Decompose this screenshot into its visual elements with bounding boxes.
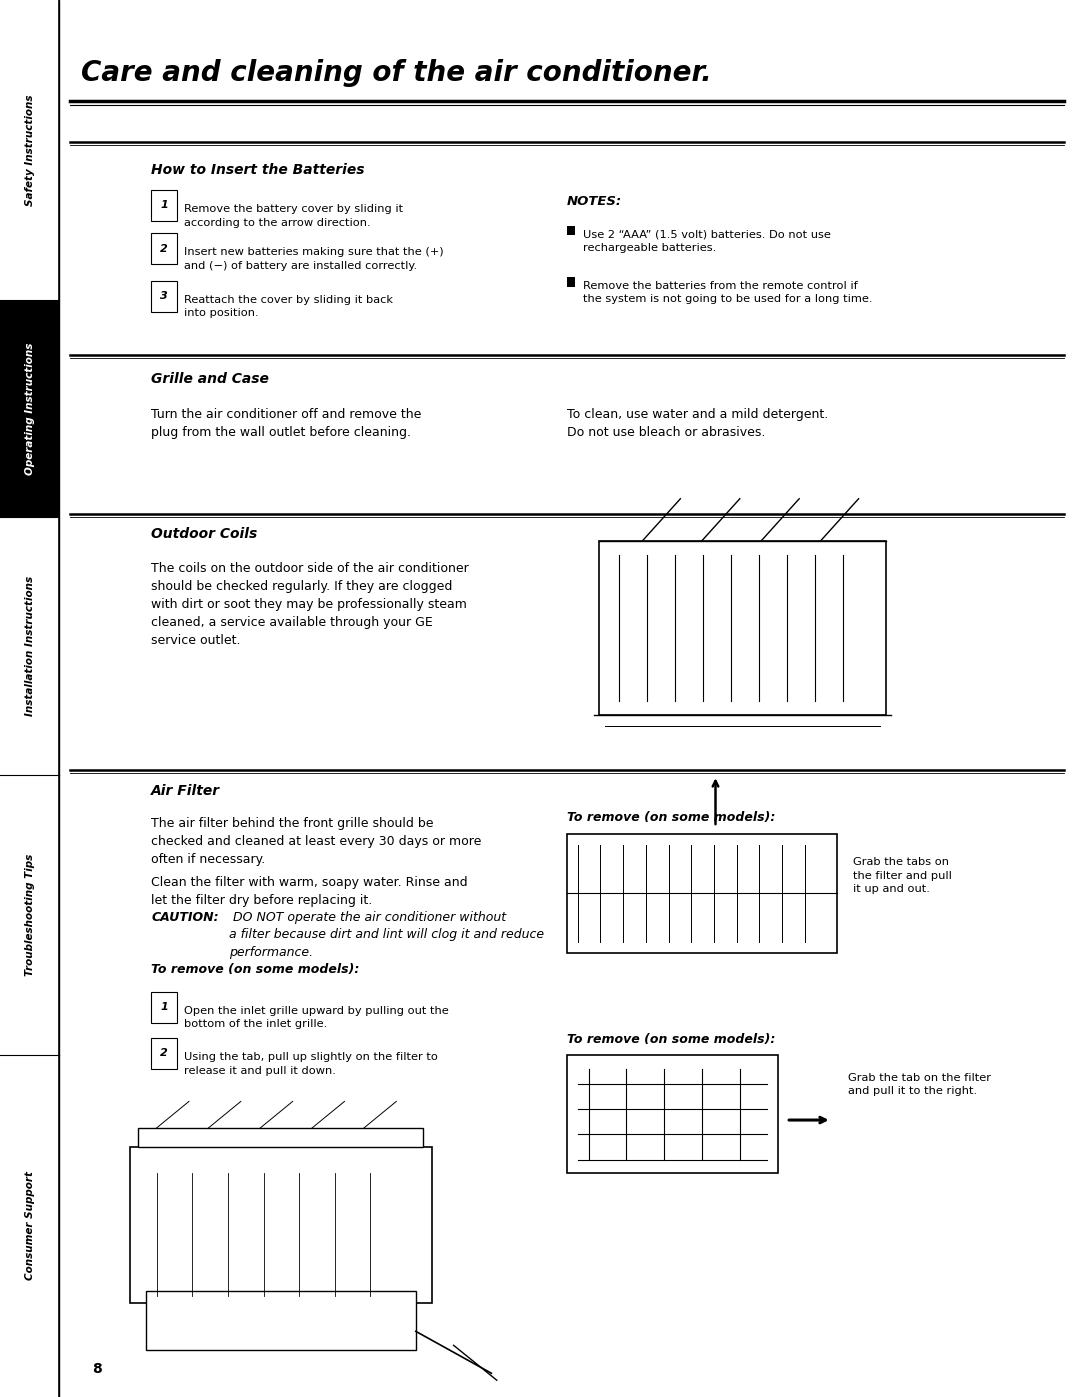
Text: Air Filter: Air Filter — [151, 784, 220, 798]
Text: Installation Instructions: Installation Instructions — [25, 576, 35, 717]
Text: Care and cleaning of the air conditioner.: Care and cleaning of the air conditioner… — [81, 59, 712, 87]
Text: Using the tab, pull up slightly on the filter to
release it and pull it down.: Using the tab, pull up slightly on the f… — [184, 1052, 437, 1076]
Text: Insert new batteries making sure that the (+)
and (−) of battery are installed c: Insert new batteries making sure that th… — [184, 247, 443, 271]
Text: How to Insert the Batteries: How to Insert the Batteries — [151, 163, 365, 177]
Bar — [151, 281, 177, 312]
Text: CAUTION:: CAUTION: — [151, 911, 219, 923]
Text: 1: 1 — [160, 200, 168, 211]
Bar — [0, 0, 59, 1397]
Bar — [0, 300, 59, 517]
Text: Consumer Support: Consumer Support — [25, 1171, 35, 1281]
Text: The air filter behind the front grille should be
checked and cleaned at least ev: The air filter behind the front grille s… — [151, 817, 482, 866]
Text: Open the inlet grille upward by pulling out the
bottom of the inlet grille.: Open the inlet grille upward by pulling … — [184, 1006, 448, 1030]
Text: To remove (on some models):: To remove (on some models): — [567, 1032, 775, 1046]
Bar — [151, 1038, 177, 1069]
Bar — [599, 541, 886, 715]
Text: 8: 8 — [92, 1362, 102, 1376]
Bar — [0, 517, 59, 775]
Text: Grille and Case: Grille and Case — [151, 372, 269, 386]
Bar — [567, 1055, 778, 1173]
Bar — [0, 0, 59, 300]
Text: 2: 2 — [160, 243, 168, 254]
Text: Remove the battery cover by sliding it
according to the arrow direction.: Remove the battery cover by sliding it a… — [184, 204, 403, 228]
Text: DO NOT operate the air conditioner without
a filter because dirt and lint will c: DO NOT operate the air conditioner witho… — [229, 911, 544, 958]
Bar — [151, 992, 177, 1023]
Bar — [567, 225, 575, 235]
Text: 1: 1 — [160, 1002, 168, 1013]
Text: 2: 2 — [160, 1048, 168, 1059]
Text: 3: 3 — [160, 291, 168, 302]
Bar — [151, 190, 177, 221]
Bar — [0, 775, 59, 1055]
Text: Use 2 “AAA” (1.5 volt) batteries. Do not use
rechargeable batteries.: Use 2 “AAA” (1.5 volt) batteries. Do not… — [583, 229, 832, 253]
Text: Operating Instructions: Operating Instructions — [25, 342, 35, 475]
Text: Troubleshooting Tips: Troubleshooting Tips — [25, 854, 35, 977]
Bar — [146, 1291, 416, 1350]
Bar — [567, 277, 575, 288]
Bar — [130, 1147, 432, 1303]
Text: Remove the batteries from the remote control if
the system is not going to be us: Remove the batteries from the remote con… — [583, 281, 873, 305]
Text: Safety Instructions: Safety Instructions — [25, 95, 35, 205]
Bar — [138, 1127, 423, 1147]
Text: To remove (on some models):: To remove (on some models): — [567, 810, 775, 824]
Text: To remove (on some models):: To remove (on some models): — [151, 963, 360, 977]
Text: Grab the tabs on
the filter and pull
it up and out.: Grab the tabs on the filter and pull it … — [853, 858, 953, 894]
Text: The coils on the outdoor side of the air conditioner
should be checked regularly: The coils on the outdoor side of the air… — [151, 562, 469, 647]
Text: NOTES:: NOTES: — [567, 194, 622, 208]
Text: Clean the filter with warm, soapy water. Rinse and
let the filter dry before rep: Clean the filter with warm, soapy water.… — [151, 876, 468, 907]
Bar — [567, 834, 837, 953]
Text: To clean, use water and a mild detergent.
Do not use bleach or abrasives.: To clean, use water and a mild detergent… — [567, 408, 828, 439]
Text: Outdoor Coils: Outdoor Coils — [151, 527, 257, 541]
Text: Reattach the cover by sliding it back
into position.: Reattach the cover by sliding it back in… — [184, 295, 393, 319]
Bar — [151, 233, 177, 264]
Text: Grab the tab on the filter
and pull it to the right.: Grab the tab on the filter and pull it t… — [848, 1073, 990, 1097]
Text: Turn the air conditioner off and remove the
plug from the wall outlet before cle: Turn the air conditioner off and remove … — [151, 408, 421, 439]
Bar — [0, 1055, 59, 1397]
